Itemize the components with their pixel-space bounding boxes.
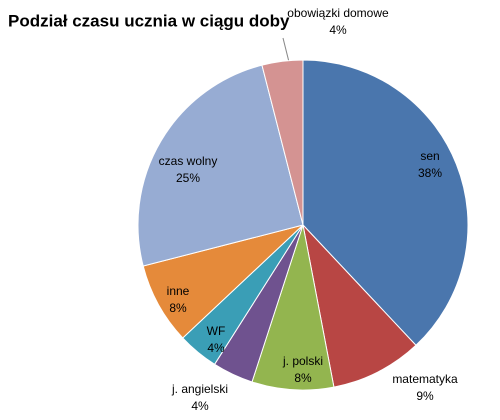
slice-label: j. polski (282, 354, 323, 368)
slice-value-label: 4% (191, 399, 209, 413)
slice-value-label: 8% (169, 301, 187, 315)
slice-label: WF (207, 324, 226, 338)
pie-slice (302, 223, 417, 388)
slice-label: matematyka (392, 372, 458, 386)
slice-value-label: 38% (418, 166, 442, 180)
slice-value-label: 4% (329, 23, 347, 37)
pie-slice (302, 59, 469, 346)
slice-value-label: 9% (416, 389, 434, 403)
slice-value-label: 8% (294, 371, 312, 385)
slice-label: czas wolny (159, 154, 218, 168)
chart-title: Podział czasu ucznia w ciągu doby (8, 11, 290, 30)
slice-label: inne (167, 284, 190, 298)
leader-line (282, 37, 290, 63)
slice-value-label: 25% (176, 171, 200, 185)
pie-slice (261, 59, 304, 226)
slice-label: j. angielski (171, 382, 228, 396)
pie-slice (137, 64, 304, 267)
slice-value-label: 4% (207, 341, 225, 355)
slice-label: obowiązki domowe (287, 6, 389, 20)
slice-label: sen (420, 149, 439, 163)
